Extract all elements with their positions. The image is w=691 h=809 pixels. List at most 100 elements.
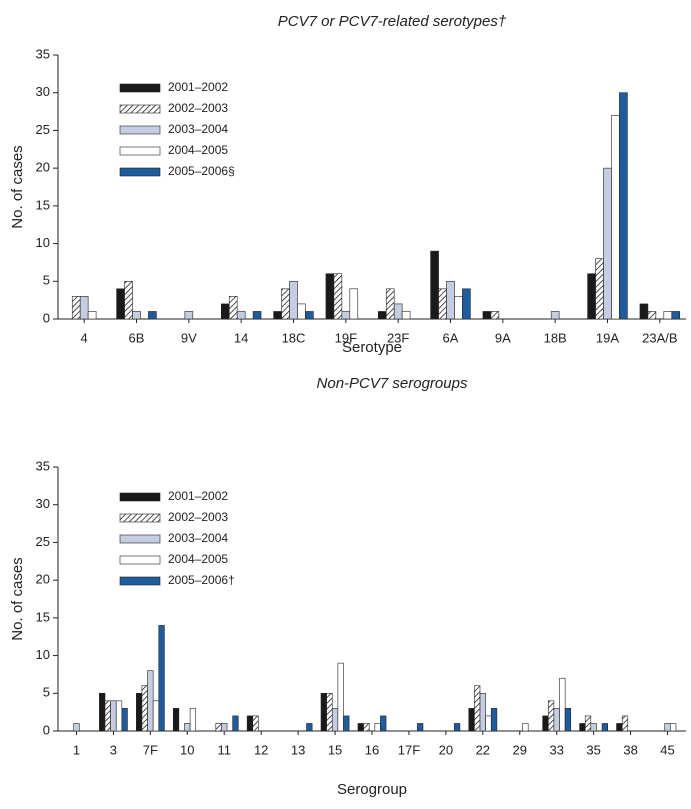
bar	[664, 723, 671, 732]
bar	[189, 708, 197, 732]
bar	[417, 723, 424, 732]
x-tick-label: 20	[439, 742, 453, 757]
bar	[220, 303, 230, 320]
y-tick-label: 20	[36, 572, 50, 587]
bar	[564, 708, 572, 732]
legend-label: 2003–2004	[168, 531, 228, 545]
legend-swatch	[119, 146, 161, 156]
bar	[401, 311, 411, 320]
bar	[446, 280, 455, 320]
bar	[281, 288, 290, 320]
x-tick-label: 6A	[443, 330, 459, 345]
bar	[305, 311, 314, 320]
y-tick-label: 5	[43, 685, 50, 700]
x-tick-label: 35	[586, 742, 600, 757]
bar	[468, 708, 475, 732]
bar	[333, 273, 343, 320]
bar	[124, 280, 133, 320]
x-tick-label: 17F	[398, 742, 420, 757]
bar	[663, 311, 673, 320]
bar	[116, 288, 125, 320]
bar	[115, 700, 123, 732]
bar	[454, 723, 461, 732]
y-axis-label: No. of cases	[9, 557, 26, 640]
bar	[341, 311, 351, 320]
legend-swatch	[119, 513, 161, 523]
x-tick-label: 45	[660, 742, 674, 757]
bar	[490, 311, 500, 320]
legend-swatch	[119, 576, 161, 586]
bar	[132, 311, 141, 320]
x-tick-label: 11	[217, 742, 231, 757]
y-tick-label: 15	[36, 609, 50, 624]
x-tick-label: 9A	[495, 330, 511, 345]
bar	[595, 258, 604, 320]
bar	[326, 692, 333, 732]
bar	[647, 311, 657, 320]
bar	[141, 685, 148, 732]
bar	[232, 715, 239, 732]
bar	[611, 115, 620, 320]
legend-label: 2001–2002	[168, 489, 228, 503]
bar	[147, 670, 154, 732]
x-axis-label: Serogroup	[337, 781, 407, 798]
bar	[601, 723, 608, 732]
bar	[671, 311, 681, 320]
y-tick-label: 5	[43, 273, 50, 288]
bar	[385, 288, 395, 320]
bar	[121, 708, 128, 732]
bar	[542, 715, 549, 732]
y-tick-label: 10	[36, 647, 50, 662]
bar	[172, 708, 180, 732]
y-tick-label: 10	[36, 235, 50, 250]
y-tick-label: 30	[36, 496, 50, 511]
bar	[479, 692, 486, 732]
x-tick-label: 3	[110, 742, 117, 757]
y-tick-label: 0	[43, 310, 50, 325]
y-tick-label: 0	[43, 722, 50, 737]
legend-swatch	[119, 167, 161, 177]
bar	[380, 715, 387, 732]
bar	[590, 723, 597, 732]
y-tick-label: 30	[36, 84, 50, 99]
bar	[273, 311, 282, 320]
legend-swatch	[119, 492, 161, 502]
bar	[152, 700, 160, 732]
bar	[221, 723, 228, 732]
bar	[349, 288, 359, 320]
bar	[184, 723, 191, 732]
bar	[587, 273, 596, 320]
bar	[320, 692, 327, 732]
bar	[158, 625, 165, 732]
legend-swatch	[119, 555, 161, 565]
x-tick-label: 23A/B	[642, 330, 677, 345]
bar	[357, 723, 364, 732]
chart-title: PCV7 or PCV7-related serotypes†	[278, 13, 507, 30]
y-tick-label: 35	[36, 46, 50, 61]
x-axis-label: Serotype	[342, 339, 402, 356]
bar	[438, 288, 447, 320]
x-tick-label: 18B	[544, 330, 567, 345]
chart-title: Non-PCV7 serogroups	[317, 375, 468, 392]
bar	[110, 700, 117, 732]
x-tick-label: 6B	[129, 330, 145, 345]
legend-label: 2002–2003	[168, 101, 228, 115]
legend-swatch	[119, 534, 161, 544]
y-axis-label: No. of cases	[9, 145, 26, 228]
bar	[148, 311, 157, 320]
bar	[325, 273, 335, 320]
x-tick-label: 7F	[143, 742, 158, 757]
bar	[289, 280, 298, 320]
x-tick-label: 33	[549, 742, 563, 757]
bar	[547, 700, 555, 732]
bar	[474, 685, 481, 732]
bar	[136, 692, 143, 732]
bar	[215, 723, 222, 732]
bar	[603, 167, 612, 320]
x-tick-label: 9V	[181, 330, 197, 345]
legend-swatch	[119, 83, 161, 93]
bar	[374, 723, 381, 732]
bar	[553, 708, 560, 732]
bar	[99, 692, 106, 732]
